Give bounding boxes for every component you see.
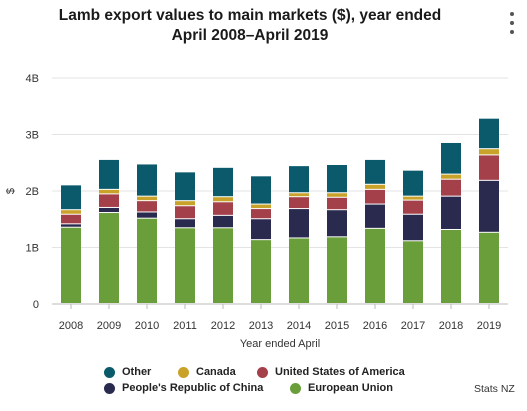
legend-item[interactable]: People's Republic of China: [104, 382, 263, 394]
x-tick-label: 2014: [287, 320, 311, 332]
legend-swatch: [104, 366, 115, 378]
y-tick-label: 3B: [26, 130, 39, 142]
bar-segment: [289, 166, 309, 193]
bar-segment: [441, 174, 461, 179]
bar-segment: [137, 164, 157, 196]
menu-icon[interactable]: [507, 12, 517, 34]
bar-segment: [403, 170, 423, 196]
bar-segment: [441, 229, 461, 303]
x-axis-label: Year ended April: [240, 338, 320, 350]
legend-label: United States of America: [275, 366, 405, 378]
bar-segment: [365, 159, 385, 184]
legend-swatch: [104, 382, 115, 394]
legend-label: Canada: [196, 366, 236, 378]
bar-segment: [213, 215, 233, 228]
bar-segment: [251, 176, 271, 204]
chart-title: Lamb export values to main markets ($), …: [58, 7, 442, 44]
bar-segment: [479, 232, 499, 303]
bar-segment: [137, 218, 157, 303]
y-tick-label: 2B: [26, 186, 39, 198]
x-tick-label: 2012: [211, 320, 235, 332]
bar-segment: [403, 241, 423, 303]
x-tick-label: 2019: [477, 320, 501, 332]
source-label: Stats NZ: [474, 383, 515, 395]
bar-segment: [327, 210, 347, 237]
legend-swatch: [257, 366, 268, 378]
bar-segment: [441, 179, 461, 196]
bar-segment: [479, 118, 499, 149]
x-tick-label: 2017: [401, 320, 425, 332]
bar-segment: [365, 184, 385, 189]
bar-segment: [479, 180, 499, 232]
x-tick-label: 2016: [363, 320, 387, 332]
bar-segment: [327, 197, 347, 210]
bar-segment: [99, 213, 119, 303]
bar-segment: [175, 201, 195, 206]
bar-segment: [61, 210, 81, 214]
bar-segment: [441, 142, 461, 174]
y-tick-label: 0: [33, 299, 39, 311]
legend-label: European Union: [308, 382, 393, 394]
x-tick-label: 2018: [439, 320, 463, 332]
bar-segment: [403, 214, 423, 241]
bar-segment: [175, 228, 195, 303]
x-tick-label: 2010: [135, 320, 159, 332]
bar-segment: [213, 167, 233, 197]
bar-segment: [327, 237, 347, 303]
bar-segment: [61, 227, 81, 303]
bar-segment: [99, 159, 119, 189]
y-axis-label: $: [5, 188, 17, 194]
y-tick-label: 1B: [26, 243, 39, 255]
x-tick-label: 2011: [173, 320, 197, 332]
bar-segment: [213, 197, 233, 202]
y-tick-label: 4B: [26, 73, 39, 85]
bar-segment: [289, 197, 309, 209]
legend-swatch: [290, 382, 301, 394]
bar-segment: [61, 224, 81, 227]
bar-segment: [213, 202, 233, 215]
legend-item[interactable]: Canada: [178, 366, 236, 378]
bar-segment: [251, 209, 271, 219]
bar-segment: [365, 228, 385, 303]
bar-segment: [61, 214, 81, 224]
bar-segment: [175, 172, 195, 201]
legend-item[interactable]: Other: [104, 366, 151, 378]
bar-segment: [61, 185, 81, 210]
x-tick-label: 2008: [59, 320, 83, 332]
bar-segment: [365, 204, 385, 228]
legend-swatch: [178, 366, 189, 378]
bar-segment: [99, 207, 119, 213]
legend-item[interactable]: European Union: [290, 382, 393, 394]
x-tick-label: 2015: [325, 320, 349, 332]
bar-segment: [327, 165, 347, 193]
bar-segment: [175, 206, 195, 219]
bar-segment: [99, 189, 119, 194]
bar-segment: [251, 240, 271, 303]
bar-segment: [99, 194, 119, 207]
bar-segment: [327, 193, 347, 197]
legend-label: Other: [122, 366, 152, 378]
bar-segment: [251, 204, 271, 209]
bar-segment: [137, 201, 157, 212]
bar-segment: [137, 196, 157, 201]
x-tick-label: 2013: [249, 320, 273, 332]
bar-segment: [441, 196, 461, 229]
bar-segment: [403, 200, 423, 214]
bar-segment: [289, 193, 309, 197]
bar-segment: [213, 228, 233, 303]
bar-segment: [403, 196, 423, 200]
bar-segment: [137, 212, 157, 218]
bar-segment: [479, 149, 499, 155]
bar-segment: [479, 155, 499, 180]
bar-segment: [365, 189, 385, 204]
legend-label: People's Republic of China: [122, 382, 264, 394]
bar-segment: [251, 219, 271, 240]
bar-segment: [175, 219, 195, 228]
legend-item[interactable]: United States of America: [257, 366, 405, 378]
bar-segment: [289, 238, 309, 303]
x-tick-label: 2009: [97, 320, 121, 332]
bar-segment: [289, 209, 309, 238]
